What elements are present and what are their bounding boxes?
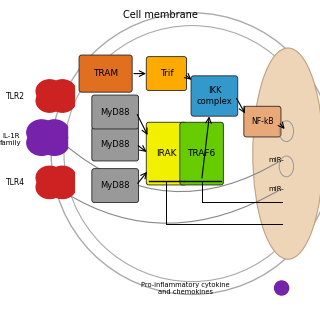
Text: MyD88: MyD88 <box>100 140 130 148</box>
FancyBboxPatch shape <box>244 106 281 137</box>
FancyBboxPatch shape <box>146 57 187 91</box>
Text: TRAM: TRAM <box>93 69 118 78</box>
Polygon shape <box>49 80 74 103</box>
FancyBboxPatch shape <box>92 169 139 203</box>
Text: Trif: Trif <box>160 69 173 78</box>
Polygon shape <box>27 130 55 155</box>
Text: miR-: miR- <box>269 157 284 163</box>
Circle shape <box>275 281 289 295</box>
Polygon shape <box>40 120 68 145</box>
Text: miR-: miR- <box>269 186 284 192</box>
Polygon shape <box>40 130 68 155</box>
Text: Cell membrane: Cell membrane <box>123 10 197 20</box>
FancyBboxPatch shape <box>146 122 187 185</box>
Text: IRAK: IRAK <box>156 149 177 158</box>
Text: Pro-inflammatory cytokine
and chemokines: Pro-inflammatory cytokine and chemokines <box>141 282 230 294</box>
Polygon shape <box>36 89 61 112</box>
Polygon shape <box>27 120 55 145</box>
Polygon shape <box>49 89 74 112</box>
Polygon shape <box>49 166 74 189</box>
Polygon shape <box>36 166 61 189</box>
Text: IKK
complex: IKK complex <box>196 86 232 106</box>
FancyBboxPatch shape <box>191 76 238 116</box>
FancyBboxPatch shape <box>79 55 132 92</box>
Polygon shape <box>49 176 74 198</box>
Text: NF-kB: NF-kB <box>251 117 274 126</box>
Text: IL-1R
family: IL-1R family <box>0 133 22 146</box>
Ellipse shape <box>253 48 320 259</box>
FancyBboxPatch shape <box>180 122 223 185</box>
Text: TRAF6: TRAF6 <box>188 149 216 158</box>
Text: MyD88: MyD88 <box>100 108 130 116</box>
Text: TLR2: TLR2 <box>6 92 25 100</box>
FancyBboxPatch shape <box>92 95 139 129</box>
Polygon shape <box>36 176 61 198</box>
Text: MyD88: MyD88 <box>100 181 130 190</box>
Text: TLR4: TLR4 <box>6 178 26 187</box>
FancyBboxPatch shape <box>92 127 139 161</box>
Polygon shape <box>36 80 61 103</box>
